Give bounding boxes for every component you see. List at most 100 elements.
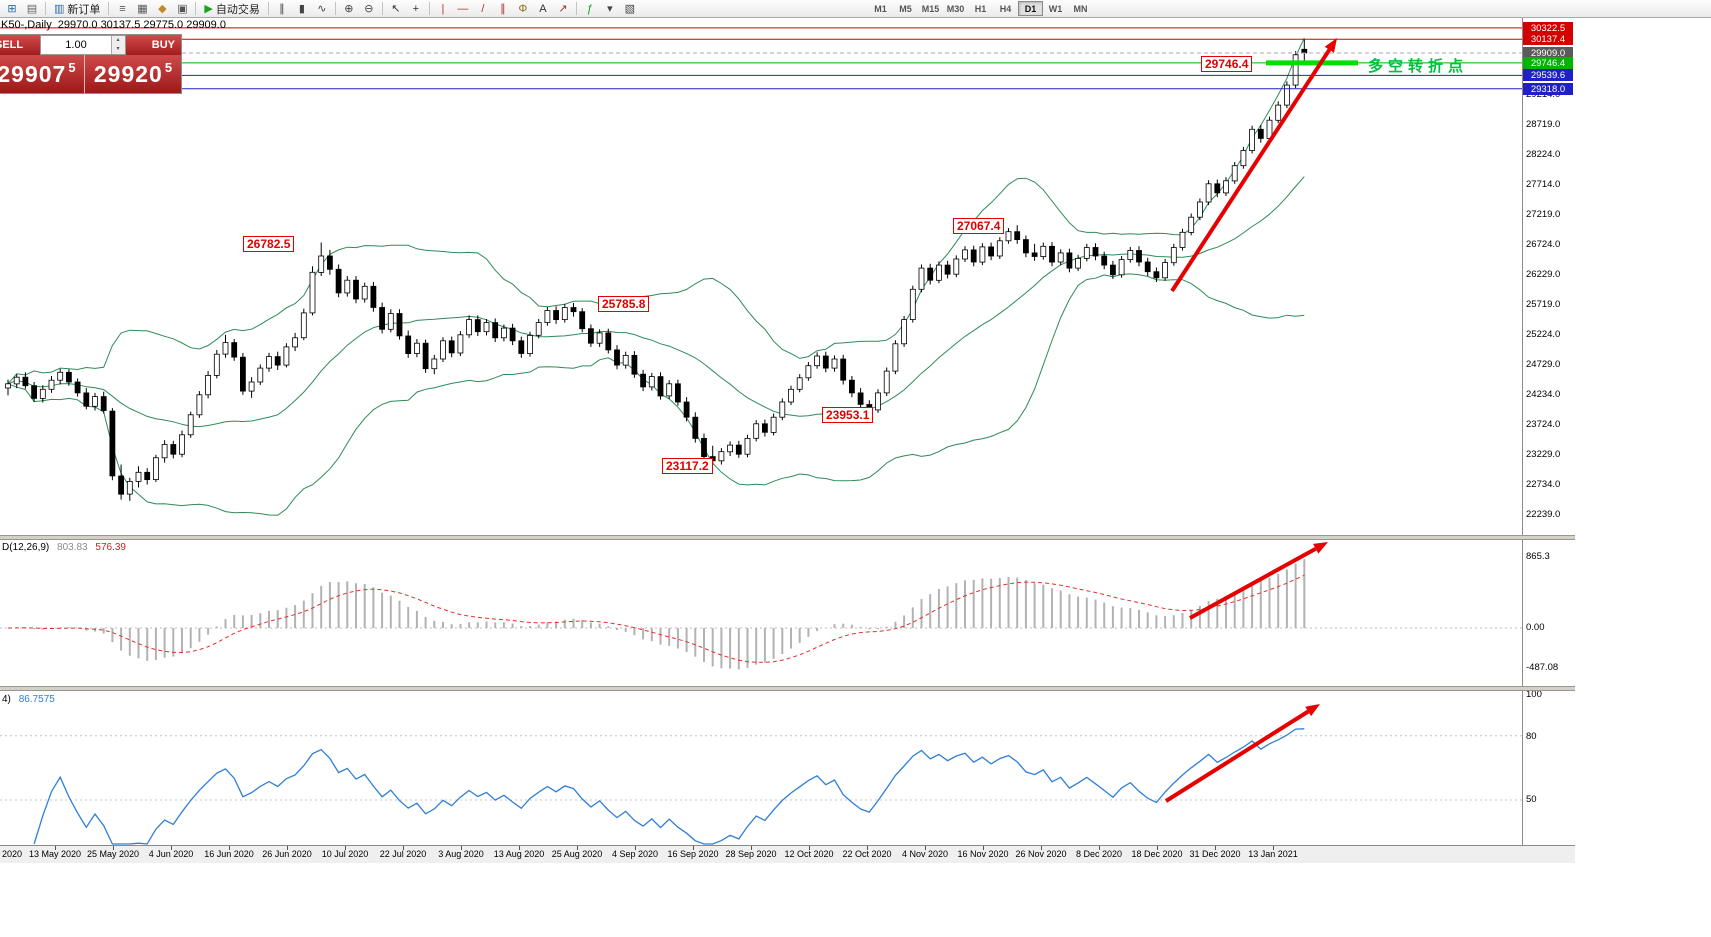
chart-ohlc-label: K50-,Daily 29970.0 30137.5 29775.0 29909.… [1,19,226,31]
date-axis-tick [577,846,578,850]
date-axis-tick [55,846,56,850]
arrows-icon[interactable]: ↗ [558,2,568,15]
date-axis-tick [983,846,984,850]
toolbar-separator [381,2,383,15]
channel-icon[interactable]: ∥ [500,2,506,15]
autotrading-button[interactable]: ▶ 自动交易 [199,1,264,17]
navigator-icon[interactable]: ◆ [158,2,167,15]
date-axis-tick [1099,846,1100,850]
buy-button[interactable]: BUY [125,35,181,55]
zoom-in-icon[interactable]: ⊕ [344,2,354,15]
date-axis-label: 16 Nov 2020 [957,849,1009,859]
date-axis-tick [1157,846,1158,850]
macd-axis-label: 0.00 [1526,622,1545,633]
chart-line-icon[interactable]: ∿ [317,2,327,15]
new-chart-icon[interactable]: ⊞ [7,2,17,15]
timeframe-D1-button[interactable]: D1 [1018,1,1043,16]
market-watch-icon[interactable]: ≡ [119,2,126,15]
indicators-icon[interactable]: ƒ [586,2,593,15]
trend-arrow [1170,48,1332,293]
bollinger-lower-line [7,273,1305,516]
date-axis-label: 13 May 2020 [28,849,82,859]
fibonacci-icon[interactable]: Φ [518,2,528,15]
new-order-button[interactable]: ▥ 新订单 [49,1,105,17]
price-axis-label: 23724.0 [1526,419,1561,430]
price-marker-badge: 29318.0 [1523,83,1573,95]
rsi-indicator-label: 4) 86.7575 [2,694,55,705]
toolbar-separator [267,2,269,15]
macd-signal-value: 576.39 [95,542,126,553]
timeframe-M15-button[interactable]: M15 [921,3,940,14]
date-axis-label: 26 Jun 2020 [262,849,312,859]
trend-arrow [1164,709,1310,803]
date-axis-tick [867,846,868,850]
timeframe-H1-button[interactable]: H1 [974,3,987,14]
time-axis[interactable]: 2020 13 May 2020 25 May 2020 4 Jun 2020 16 J… [0,845,1575,863]
date-axis-label: 18 Dec 2020 [1131,849,1183,859]
date-axis-tick [403,846,404,850]
volume-down-button[interactable]: ▾ [111,45,125,54]
periods-icon[interactable]: ▾ [607,2,613,15]
date-axis-label: 4 Sep 2020 [611,849,659,859]
buy-price: 29920 [93,60,163,87]
text-icon[interactable]: A [539,2,547,15]
price-axis-label: 26229.0 [1526,269,1561,280]
date-axis-label: 4 Jun 2020 [148,849,194,859]
sell-button-label: SELL [0,39,24,51]
buy-price-button[interactable]: 29920 5 [85,55,181,93]
price-marker-badge: 29909.0 [1523,47,1573,59]
trend-arrow-head [1305,704,1320,717]
panel-divider[interactable] [0,686,1575,691]
price-annotation: 23953.1 [822,407,874,423]
timeframe-W1-button[interactable]: W1 [1048,3,1063,14]
bollinger-bands [7,37,1305,516]
horizontal-line-icon[interactable]: — [457,2,469,15]
timeframe-M1-button[interactable]: M1 [874,3,887,14]
timeframe-MN-button[interactable]: MN [1073,3,1088,14]
cursor-icon[interactable]: ↖ [391,2,401,15]
price-axis[interactable]: 29214.028719.028224.027714.027219.026724… [1522,18,1575,863]
one-click-trading-widget: SELL 1.00 ▴ ▾ BUY 29907 5 29920 5 [0,34,182,94]
chart-bars-icon[interactable]: ∥ [279,2,285,15]
macd-name: D(12,26,9) [2,542,50,553]
vertical-line-icon[interactable]: | [441,2,445,15]
bollinger-upper-line [7,37,1305,385]
sell-price-button[interactable]: 29907 5 [0,55,85,93]
templates-icon[interactable]: ▧ [624,2,636,15]
rsi-line [33,728,1305,845]
date-axis-label: 4 Nov 2020 [901,849,949,859]
chart-candles-icon[interactable]: ▮ [298,2,305,15]
price-annotation: 27067.4 [953,218,1005,234]
price-axis-label: 25224.0 [1526,329,1561,340]
timeframe-M5-button[interactable]: M5 [899,3,912,14]
price-axis-label: 23229.0 [1526,449,1561,460]
price-axis-label: 22239.0 [1526,509,1561,520]
terminal-icon[interactable]: ▣ [177,2,188,15]
sell-button[interactable]: SELL [0,35,41,55]
price-axis-label: 24729.0 [1526,359,1561,370]
toolbar-separator [575,2,577,15]
price-annotation: 29746.4 [1201,56,1253,72]
zoom-out-icon[interactable]: ⊖ [364,2,374,15]
timeframe-H4-button[interactable]: H4 [999,3,1012,14]
price-marker-badge: 30322.5 [1523,22,1573,34]
data-window-icon[interactable]: ▦ [137,2,148,15]
chart-symbol-period: K50-,Daily [1,19,52,31]
chart-plot-area[interactable] [0,18,1575,937]
date-axis-label: 25 May 2020 [86,849,140,859]
profiles-icon[interactable]: ▤ [26,2,38,15]
panel-divider[interactable] [0,535,1575,540]
buy-price-pip: 5 [164,60,173,75]
volume-up-button[interactable]: ▴ [111,36,125,45]
macd-histogram [15,559,1306,670]
crosshair-icon[interactable]: + [412,2,420,15]
price-marker-badge: 29746.4 [1523,57,1573,69]
price-axis-border [1522,18,1523,863]
timeframe-M30-button[interactable]: M30 [946,3,965,14]
date-axis-label: 16 Jun 2020 [204,849,254,859]
trendline-icon[interactable]: / [481,2,485,15]
price-marker-badge: 29539.6 [1523,69,1573,81]
new-order-icon: ▥ [54,3,65,15]
sell-price: 29907 [0,60,67,87]
volume-input[interactable]: 1.00 ▴ ▾ [40,35,126,55]
